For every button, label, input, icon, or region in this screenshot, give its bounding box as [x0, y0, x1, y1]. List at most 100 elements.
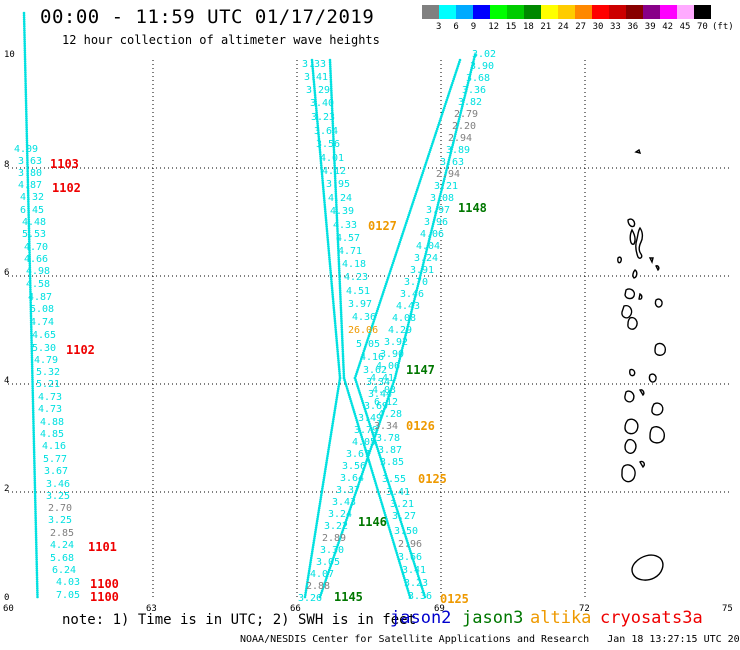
track-dot	[329, 67, 332, 71]
track-dot	[386, 478, 389, 482]
track-dot	[332, 155, 336, 158]
track-dot	[438, 194, 442, 198]
track-dot	[434, 131, 438, 135]
track-dot	[32, 446, 36, 450]
track-dot	[438, 197, 441, 200]
track-dot	[375, 428, 379, 432]
track-dot	[423, 256, 426, 260]
wave-height-label: 3.97	[426, 205, 451, 216]
track-dot	[321, 179, 324, 182]
track-dot	[311, 547, 314, 551]
track-dot	[399, 566, 403, 569]
track-dot	[357, 389, 361, 392]
track-dot	[312, 541, 315, 545]
track-dot	[33, 492, 37, 496]
track-dot	[417, 574, 420, 578]
track-dot	[328, 437, 332, 441]
track-dot	[449, 149, 453, 153]
track-dot	[375, 484, 378, 487]
track-dot	[319, 493, 323, 497]
track-dot	[29, 292, 32, 296]
track-dot	[340, 533, 343, 536]
track-dot	[383, 513, 387, 517]
track-dot	[23, 64, 27, 67]
track-dot	[26, 176, 30, 179]
track-dot	[24, 110, 28, 114]
track-dot	[323, 207, 327, 211]
track-dot	[331, 126, 335, 130]
track-dot	[32, 450, 36, 454]
track-dot	[25, 128, 28, 131]
track-dot	[336, 352, 340, 356]
track-dot	[473, 53, 477, 57]
track-dot	[437, 123, 440, 127]
island-outline	[624, 390, 635, 403]
track-dot	[31, 404, 35, 408]
wave-height-label: 4.01	[320, 153, 345, 164]
track-dot	[31, 389, 35, 392]
track-dot	[437, 201, 440, 204]
track-dot	[27, 215, 31, 219]
track-dot	[433, 136, 436, 139]
y-tick-label: 2	[4, 484, 10, 494]
track-dot	[403, 533, 407, 536]
track-dot	[312, 76, 315, 79]
track-dot	[25, 121, 28, 125]
wave-height-label: 4.06	[420, 229, 445, 240]
wave-height-label: 2.70	[48, 503, 73, 514]
track-dot	[424, 163, 427, 166]
track-dot	[466, 81, 470, 85]
track-dot	[376, 307, 380, 311]
track-dot	[27, 231, 31, 234]
track-dot	[26, 185, 30, 188]
track-dot	[374, 441, 377, 444]
track-dot	[310, 550, 314, 553]
track-dot	[433, 214, 437, 217]
track-dot	[329, 85, 333, 88]
track-dot	[396, 246, 400, 250]
track-dot	[453, 134, 457, 138]
wave-height-label: 4.09	[14, 144, 39, 155]
track-dot	[309, 556, 313, 560]
track-dot	[314, 100, 317, 103]
track-dot	[29, 290, 32, 294]
track-dot	[431, 222, 435, 226]
track-dot	[25, 123, 28, 127]
track-dot	[326, 454, 329, 458]
track-dot	[339, 297, 342, 301]
wave-height-label: 4.43	[396, 301, 421, 312]
track-dot	[29, 297, 32, 300]
track-dot	[30, 347, 34, 351]
colorbar-swatch	[626, 5, 643, 19]
track-dot	[342, 372, 346, 375]
track-dot	[33, 479, 37, 482]
island-outline	[638, 389, 645, 397]
track-dot	[337, 258, 341, 261]
track-dot	[321, 177, 324, 180]
track-dot	[424, 252, 428, 256]
track-dot	[349, 399, 353, 403]
track-dot	[35, 556, 38, 559]
track-dot	[338, 286, 342, 290]
track-dot	[27, 226, 31, 230]
track-dot	[23, 24, 26, 28]
track-dot	[357, 364, 361, 367]
x-tick-label: 69	[434, 604, 445, 614]
track-dot	[358, 429, 362, 432]
wave-height-label: 3.63	[18, 156, 43, 167]
track-dot	[311, 69, 315, 73]
track-dot	[319, 157, 322, 160]
track-dot	[341, 359, 345, 362]
track-dot	[376, 490, 380, 494]
track-dot	[34, 503, 37, 507]
wave-height-label: 4.85	[40, 429, 65, 440]
track-dot	[327, 247, 330, 250]
track-dot	[323, 199, 326, 202]
track-dot	[25, 152, 29, 155]
track-dot	[410, 310, 413, 313]
track-dot	[339, 313, 343, 316]
track-dot	[314, 530, 317, 534]
track-dot	[402, 342, 405, 346]
track-dot	[308, 565, 312, 568]
track-dot	[333, 315, 336, 318]
